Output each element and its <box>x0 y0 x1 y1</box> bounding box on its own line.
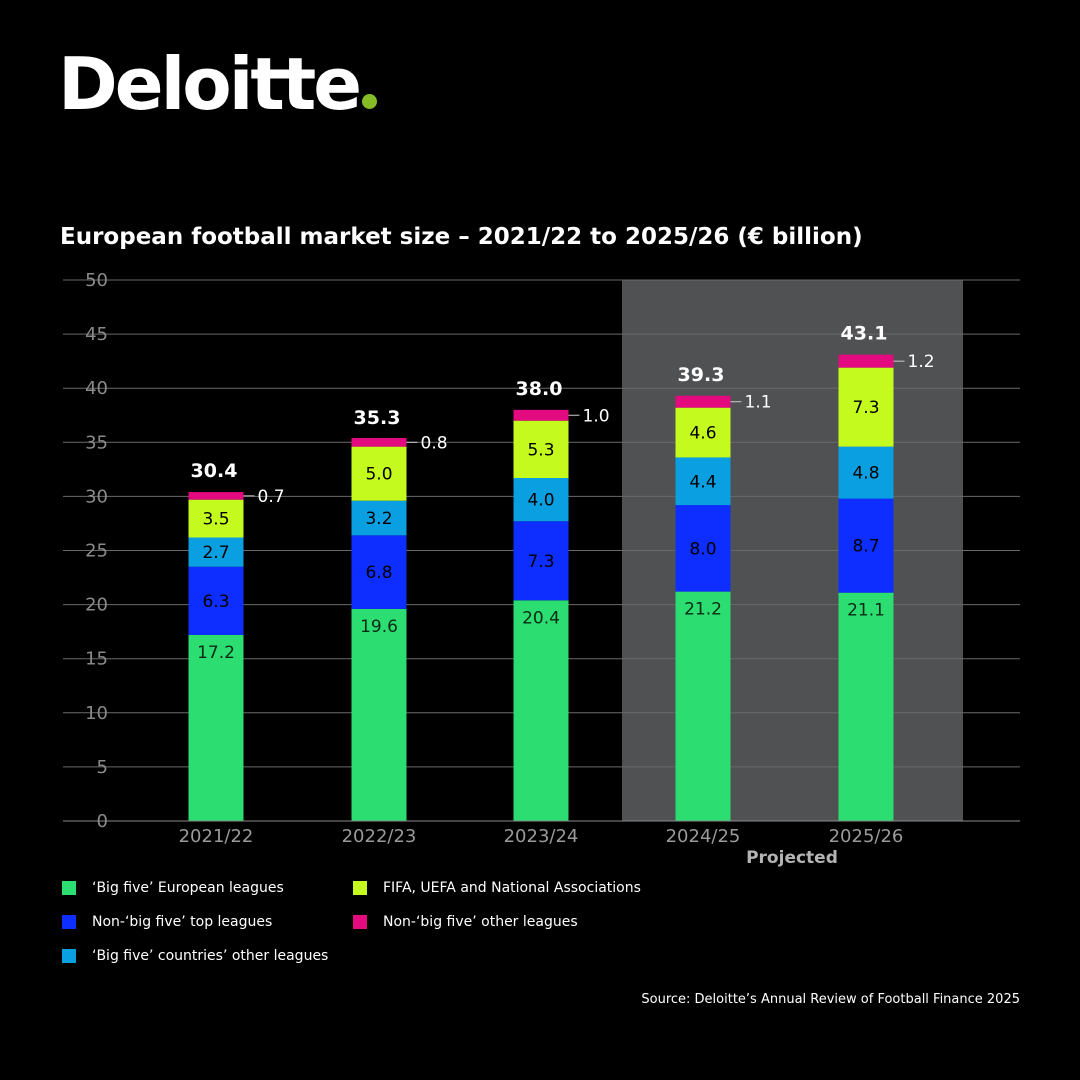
legend-label: ‘Big five’ countries’ other leagues <box>92 948 329 964</box>
bar-segment <box>351 437 407 447</box>
segment-value-label: 6.3 <box>202 592 229 612</box>
segment-value-label: 7.3 <box>527 552 554 572</box>
bar-segment <box>188 492 244 500</box>
segment-value-label: 1.1 <box>745 393 772 413</box>
projected-label: Projected <box>746 848 838 868</box>
bar-segment <box>513 600 569 821</box>
bar-segment <box>513 478 569 522</box>
total-label: 30.4 <box>191 460 238 482</box>
bar-segment <box>351 446 407 501</box>
bar-segment <box>675 395 731 408</box>
bar-segment <box>351 535 407 609</box>
total-label: 38.0 <box>516 378 563 400</box>
x-tick-label: 2022/23 <box>342 826 417 847</box>
segment-value-label: 1.0 <box>583 406 610 426</box>
bar-segment <box>188 499 244 538</box>
legend-swatch <box>353 881 367 895</box>
bar-segment <box>351 500 407 536</box>
segment-value-label: 1.2 <box>908 352 935 372</box>
legend-item: Non-‘big five’ other leagues <box>353 914 578 930</box>
segment-value-label: 17.2 <box>197 643 235 663</box>
y-tick-label: 10 <box>85 703 108 724</box>
legend-label: Non-‘big five’ top leagues <box>92 914 273 930</box>
bar-segment <box>675 407 731 458</box>
total-label: 43.1 <box>841 323 888 345</box>
legend-swatch <box>62 881 76 895</box>
source-note: Source: Deloitte’s Annual Review of Foot… <box>641 992 1020 1007</box>
legend-label: Non-‘big five’ other leagues <box>383 914 578 930</box>
bar-segment <box>675 505 731 592</box>
stacked-bar-chart: 0510152025303540455017.26.32.73.50.730.4… <box>63 270 1020 868</box>
x-tick-label: 2025/26 <box>829 826 904 847</box>
legend-label: FIFA, UEFA and National Associations <box>383 880 641 896</box>
segment-value-label: 8.0 <box>689 539 716 559</box>
x-tick-label: 2024/25 <box>666 826 741 847</box>
x-tick-label: 2021/22 <box>179 826 254 847</box>
legend-label: ‘Big five’ European leagues <box>92 880 284 896</box>
legend-item: ‘Big five’ European leagues <box>62 880 284 896</box>
y-tick-label: 45 <box>85 324 108 345</box>
bar-segment <box>188 566 244 635</box>
segment-value-label: 5.3 <box>527 440 554 460</box>
segment-value-label: 3.5 <box>202 510 229 530</box>
segment-value-label: 4.8 <box>852 464 879 484</box>
bar-segment <box>838 446 894 499</box>
logo-dot <box>362 94 378 109</box>
bar-segment <box>513 409 569 421</box>
segment-value-label: 20.4 <box>522 608 560 628</box>
segment-value-label: 21.1 <box>847 601 885 621</box>
y-tick-label: 15 <box>85 649 108 670</box>
total-label: 35.3 <box>354 407 401 429</box>
segment-value-label: 7.3 <box>852 398 879 418</box>
segment-value-label: 6.8 <box>365 563 392 583</box>
legend-swatch <box>353 915 367 929</box>
legend-swatch <box>62 949 76 963</box>
legend-item: FIFA, UEFA and National Associations <box>353 880 641 896</box>
bar-segment <box>675 591 731 821</box>
bar-segment <box>513 521 569 601</box>
y-tick-label: 40 <box>85 378 108 399</box>
chart-title: European football market size – 2021/22 … <box>60 224 863 250</box>
bar-segment <box>838 592 894 821</box>
y-tick-label: 30 <box>85 486 108 507</box>
y-tick-label: 50 <box>85 270 108 291</box>
segment-value-label: 0.7 <box>258 487 285 507</box>
legend-item: Non-‘big five’ top leagues <box>62 914 272 930</box>
segment-value-label: 0.8 <box>421 433 448 453</box>
segment-value-label: 4.4 <box>689 472 716 492</box>
segment-value-label: 19.6 <box>360 617 398 637</box>
segment-value-label: 5.0 <box>365 465 392 485</box>
y-tick-label: 35 <box>85 432 108 453</box>
brand-name: Deloitte <box>58 42 362 126</box>
bar-segment <box>188 537 244 567</box>
bar-segment <box>838 367 894 447</box>
bar-segment <box>351 608 407 821</box>
bar-segment <box>513 420 569 479</box>
legend-swatch <box>62 915 76 929</box>
segment-value-label: 4.6 <box>689 424 716 444</box>
bar-segment <box>838 498 894 593</box>
total-label: 39.3 <box>678 364 725 386</box>
legend-item: ‘Big five’ countries’ other leagues <box>62 948 328 964</box>
y-tick-label: 5 <box>97 757 108 778</box>
y-tick-label: 20 <box>85 595 108 616</box>
segment-value-label: 2.7 <box>202 543 229 563</box>
deloitte-logo: Deloitte <box>58 48 378 120</box>
bar-segment <box>675 457 731 506</box>
segment-value-label: 21.2 <box>684 600 722 620</box>
y-tick-label: 25 <box>85 541 108 562</box>
segment-value-label: 8.7 <box>852 537 879 557</box>
bar-segment <box>838 354 894 368</box>
legend: ‘Big five’ European leagues Non-‘big five… <box>62 880 702 980</box>
x-tick-label: 2023/24 <box>504 826 579 847</box>
bar-segment <box>188 634 244 821</box>
segment-value-label: 4.0 <box>527 491 554 511</box>
segment-value-label: 3.2 <box>365 509 392 529</box>
